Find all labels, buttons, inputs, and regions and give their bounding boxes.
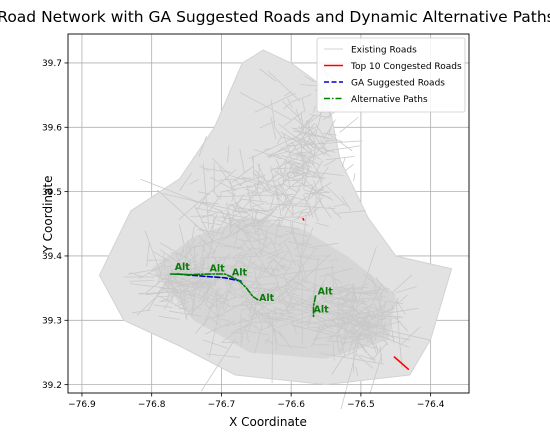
top-10-congested-roads-line [393,356,410,371]
x-tick-label: −76.5 [347,400,375,410]
legend-box [316,37,466,113]
alt-annotation: Alt [259,293,275,304]
y-tick-label: 39.5 [42,188,62,198]
legend: Existing Roads Top 10 Congested Roads GA S… [316,37,466,113]
y-tick-label: 39.2 [42,381,62,391]
x-tick-label: −76.7 [208,400,236,410]
alt-annotation: Alt [232,267,248,278]
annotations-layer: Alt Alt Alt Alt Alt Alt [175,262,334,315]
alt-annotation: Alt [313,305,329,316]
legend-label: GA Suggested Roads [351,78,445,88]
x-axis-label: X Coordinate [229,415,307,429]
x-tick-label: −76.8 [138,400,166,410]
alt-annotation: Alt [175,262,191,273]
x-axis-ticks: −76.9 −76.8 −76.7 −76.6 −76.5 −76.4 [68,393,445,410]
y-axis-label: Y Coordinate [41,176,55,254]
y-axis-ticks: 39.2 39.3 39.4 39.5 39.6 39.7 [42,59,68,391]
y-tick-label: 39.4 [42,252,62,262]
x-tick-label: −76.4 [417,400,445,410]
x-tick-label: −76.6 [277,400,305,410]
legend-label: Existing Roads [351,45,417,55]
y-tick-label: 39.7 [42,59,62,69]
x-tick-label: −76.9 [68,400,96,410]
y-tick-label: 39.3 [42,316,62,326]
plot-frame [67,33,470,394]
chart-title: Road Network with GA Suggested Roads and… [0,8,550,26]
legend-label: Top 10 Congested Roads [350,62,462,72]
alternative-paths-line [312,295,317,318]
legend-label: Alternative Paths [351,95,428,105]
series-layer [169,217,410,371]
existing-road-segments [123,66,432,410]
alternative-paths-line [169,273,259,301]
alt-annotation: Alt [210,263,226,274]
y-tick-label: 39.6 [42,123,62,133]
top-10-congested-roads-line [302,217,305,221]
ga-suggested-roads-line [176,273,242,282]
alt-annotation: Alt [318,287,334,298]
existing-roads-network [98,49,453,410]
